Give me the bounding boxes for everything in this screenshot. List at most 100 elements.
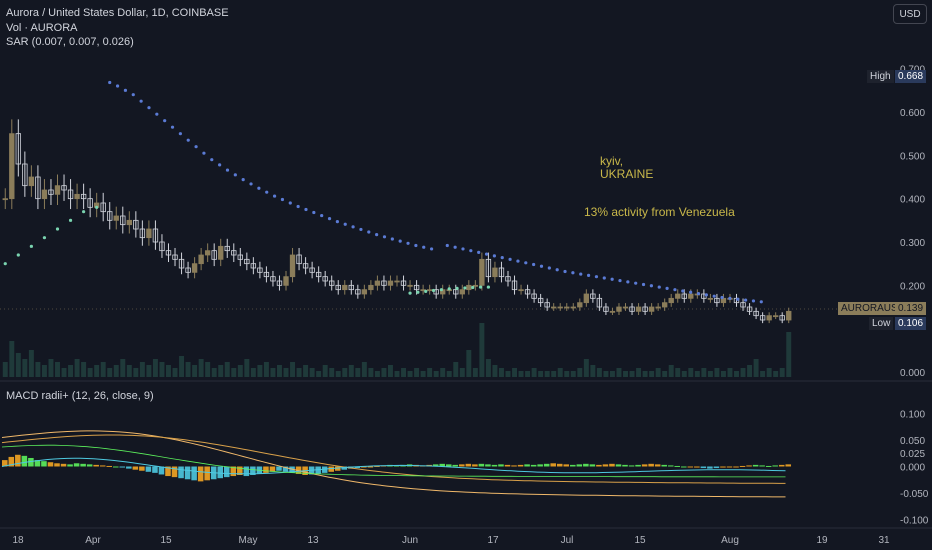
sar-dot-high xyxy=(155,112,159,116)
candle-body xyxy=(28,176,35,187)
volume-bar xyxy=(368,368,374,377)
price-tick-label: 0.300 xyxy=(900,238,925,249)
candle-body xyxy=(505,276,511,282)
volume-bar xyxy=(139,362,145,377)
time-tick-label: 19 xyxy=(816,535,828,546)
candle-body xyxy=(80,193,87,200)
candle-body xyxy=(165,250,172,256)
candle-body xyxy=(426,289,433,292)
volume-bar xyxy=(361,362,367,377)
sar-dot-high xyxy=(422,245,426,249)
macd-bar xyxy=(635,464,641,467)
macd-bar xyxy=(778,464,785,467)
volume-bar xyxy=(120,359,126,377)
sar-dot-high xyxy=(131,93,135,97)
sar-dot-low xyxy=(416,290,420,294)
candle-body xyxy=(283,276,289,286)
candle-body xyxy=(61,185,67,191)
sar-dot-high xyxy=(484,252,489,256)
macd-bar xyxy=(112,466,119,468)
macd-bar xyxy=(8,456,15,467)
volume-bar xyxy=(394,371,400,377)
time-tick-label: 13 xyxy=(307,535,319,546)
candle-body xyxy=(276,280,283,286)
volume-bar xyxy=(100,362,106,377)
sar-dot-low xyxy=(471,285,475,290)
time-tick-label: May xyxy=(239,535,258,546)
macd-bar xyxy=(504,464,511,467)
sar-dot-high xyxy=(280,197,285,202)
candle-body xyxy=(786,310,792,321)
candle-body xyxy=(772,315,779,318)
macd-bar xyxy=(556,463,563,467)
macd-bar xyxy=(171,466,178,478)
macd-bar xyxy=(230,466,237,477)
volume-bar xyxy=(185,362,191,377)
candle-body xyxy=(387,280,394,286)
volume-bar xyxy=(760,371,766,377)
candle-body xyxy=(315,271,322,278)
macd-bar xyxy=(602,464,609,467)
volume-bar xyxy=(329,368,335,377)
macd-bar xyxy=(184,466,191,480)
sar-dot-high xyxy=(712,294,716,298)
sar-dot-high xyxy=(296,204,300,209)
sar-dot-high xyxy=(272,194,277,198)
macd-bar xyxy=(93,464,99,467)
volume-bar xyxy=(290,362,296,377)
price-tick-label: 0.400 xyxy=(900,195,925,206)
macd-bar xyxy=(667,465,674,467)
macd-line-green xyxy=(1,444,786,478)
candle-body xyxy=(453,289,459,295)
candle-body xyxy=(675,293,681,299)
volume-bar xyxy=(68,365,74,377)
candle-body xyxy=(54,185,61,195)
volume-bar xyxy=(250,368,256,377)
macd-bar xyxy=(334,466,341,471)
sar-dot-high xyxy=(579,272,583,276)
sar-dot-low xyxy=(447,287,451,291)
candle-body xyxy=(551,306,557,309)
candle-body xyxy=(231,250,237,256)
candle-body xyxy=(302,263,309,269)
candle-body xyxy=(642,306,648,312)
sar-dot-low xyxy=(478,285,483,289)
currency-button[interactable]: USD xyxy=(893,4,927,24)
candle-body xyxy=(67,189,74,200)
sar-dot-high xyxy=(696,291,701,296)
macd-bar xyxy=(145,466,152,472)
macd-bar xyxy=(367,466,374,468)
candle-body xyxy=(413,284,420,291)
macd-bar xyxy=(21,455,28,467)
volume-bar xyxy=(603,371,609,377)
candle-body xyxy=(107,211,113,221)
sar-dot-high xyxy=(657,285,661,289)
candle-body xyxy=(152,228,159,243)
macd-bar xyxy=(158,466,165,475)
volume-bar xyxy=(564,371,570,377)
candle-body xyxy=(609,310,616,313)
macd-bar xyxy=(315,466,321,474)
candle-body xyxy=(355,289,361,295)
sar-dot-high xyxy=(257,186,261,190)
sar-dot-high xyxy=(163,119,167,123)
sar-dot-high xyxy=(288,201,292,205)
macd-bar xyxy=(570,464,576,467)
candle-body xyxy=(544,302,550,308)
macd-bar xyxy=(694,466,700,468)
macd-bar xyxy=(54,463,60,467)
volume-bar xyxy=(773,371,779,377)
candle-body xyxy=(564,306,570,309)
sar-dot-high xyxy=(728,296,732,300)
volume-bar xyxy=(609,371,615,377)
volume-bar xyxy=(740,368,746,377)
candle-body xyxy=(648,306,655,312)
volume-bar xyxy=(538,371,544,377)
sar-dot-high xyxy=(194,145,198,149)
volume-bar xyxy=(172,368,178,377)
sar-dot-high xyxy=(586,273,591,277)
sar-dot-high xyxy=(704,293,708,297)
sar-dot-high xyxy=(367,230,371,234)
sar-dot-high xyxy=(327,217,332,221)
macd-line-cyan xyxy=(1,457,786,475)
